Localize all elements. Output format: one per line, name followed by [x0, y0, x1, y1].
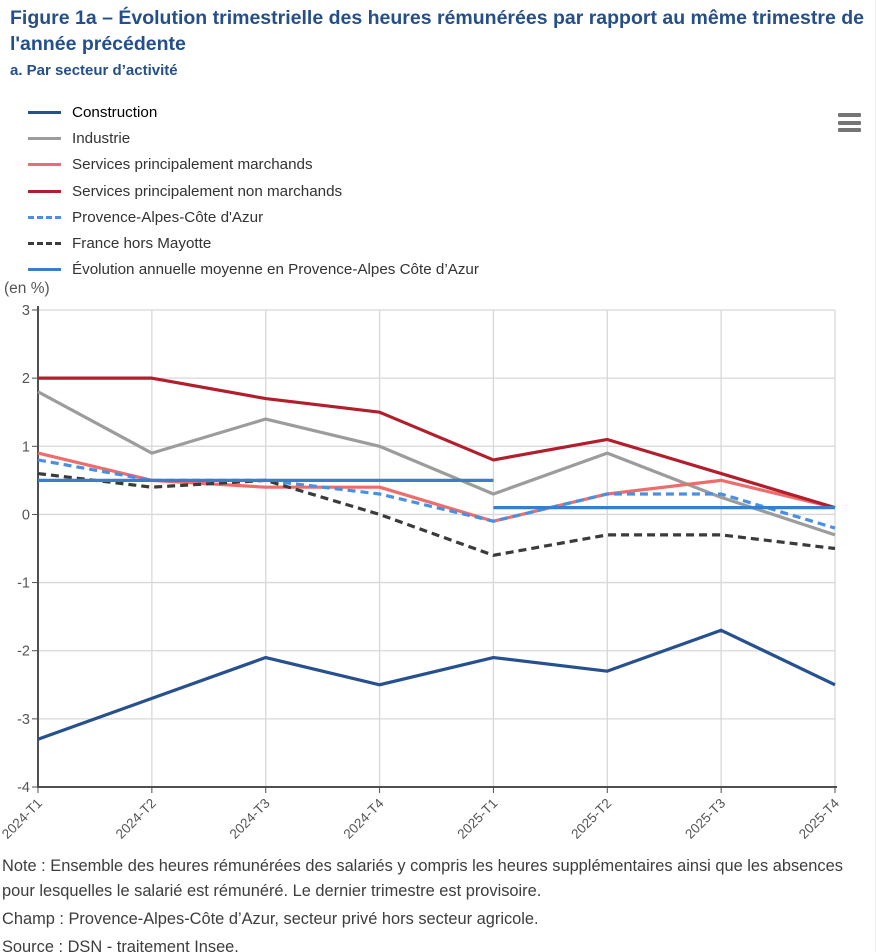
y-axis-tick-label: -4: [17, 780, 30, 796]
x-axis-tick-label: 2024-T1: [0, 796, 45, 842]
figure-title: Figure 1a – Évolution trimestrielle des …: [10, 7, 864, 56]
y-axis-tick-label: -3: [17, 712, 30, 728]
x-axis-tick-label: 2025-T2: [568, 796, 614, 842]
legend-item[interactable]: Services principalement non marchands: [28, 178, 479, 204]
series-line[interactable]: [37, 471, 836, 557]
legend: Construction Industrie Services principale…: [28, 99, 479, 283]
hamburger-menu-icon[interactable]: [838, 113, 862, 133]
champ-text: Champ : Provence-Alpes-Côte d’Azur, sect…: [2, 909, 539, 928]
solid-line-swatch: [28, 268, 61, 272]
x-axis-tick-label: 2024-T4: [341, 795, 388, 842]
y-axis-tick-label: 3: [22, 303, 30, 319]
legend-item[interactable]: Évolution annuelle moyenne en Provence-A…: [28, 257, 479, 283]
figure-notes: Note : Ensemble des heures rémunérées de…: [2, 854, 874, 952]
series-line[interactable]: [38, 376, 836, 510]
solid-line-swatch: [28, 163, 61, 167]
y-axis-tick-label: 0: [22, 507, 30, 523]
x-axis-tick-label: 2025-T3: [682, 796, 728, 842]
legend-item[interactable]: France hors Mayotte: [28, 230, 479, 256]
legend-item-label: Services principalement non marchands: [72, 182, 343, 200]
legend-item-label: Construction: [72, 103, 158, 121]
y-axis-unit-label: (en %): [4, 280, 50, 297]
y-axis-tick-label: 1: [22, 439, 30, 455]
series-line[interactable]: [37, 390, 836, 537]
legend-item[interactable]: Construction: [28, 99, 479, 125]
note-text: Note : Ensemble des heures rémunérées de…: [2, 857, 843, 900]
y-axis-tick-label: -1: [17, 576, 30, 592]
legend-item-label: Provence-Alpes-Côte d'Azur: [72, 208, 264, 226]
legend-item-label: France hors Mayotte: [72, 235, 212, 253]
legend-item[interactable]: Industrie: [28, 125, 479, 151]
legend-item[interactable]: Services principalement marchands: [28, 152, 479, 178]
dashed-line-swatch: [28, 215, 61, 219]
x-axis-tick-label: 2024-T2: [113, 796, 159, 842]
figure-subtitle: a. Par secteur d’activité: [10, 62, 178, 79]
hamburger-bar: [838, 120, 861, 125]
x-axis-tick-label: 2025-T1: [454, 796, 500, 842]
x-axis-tick-label: 2025-T4: [796, 795, 843, 842]
legend-item-label: Services principalement marchands: [72, 156, 313, 174]
legend-item-label: Évolution annuelle moyenne en Provence-A…: [72, 261, 479, 279]
solid-line-swatch: [28, 110, 61, 114]
series-line[interactable]: [37, 628, 836, 741]
hamburger-bar: [838, 113, 861, 117]
y-axis-tick-label: -2: [17, 644, 30, 660]
x-axis-tick-label: 2024-T3: [227, 796, 273, 842]
legend-item[interactable]: Provence-Alpes-Côte d'Azur: [28, 204, 479, 230]
source-text: Source : DSN - traitement Insee.: [2, 937, 239, 952]
solid-line-swatch: [28, 189, 61, 193]
hamburger-bar: [838, 128, 861, 132]
legend-item-label: Industrie: [72, 129, 131, 147]
dashed-line-swatch: [28, 242, 61, 246]
y-axis-tick-label: 2: [22, 371, 30, 387]
solid-line-swatch: [28, 136, 61, 140]
